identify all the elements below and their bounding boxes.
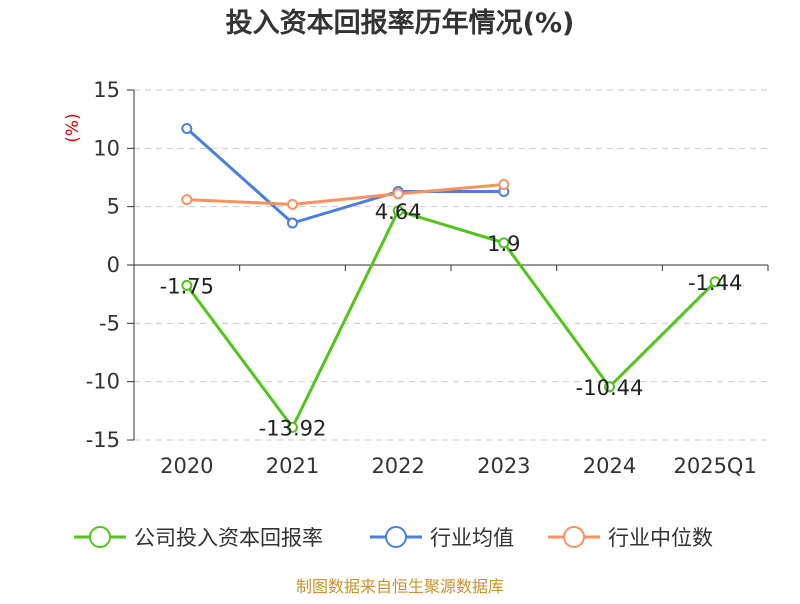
y-tick-label: 0 (107, 253, 120, 277)
x-tick-label: 2023 (477, 454, 530, 478)
data-point (287, 217, 298, 229)
data-point (181, 279, 193, 291)
source-note: 制图数据来自恒生聚源数据库 (296, 577, 504, 596)
data-label: -1.44 (688, 271, 742, 295)
data-point (287, 421, 298, 433)
data-point (181, 123, 193, 134)
data-label: 1.9 (487, 232, 520, 256)
y-tick-label: -5 (99, 311, 120, 335)
data-label: -1.75 (160, 274, 214, 298)
x-tick-label: 2022 (371, 454, 424, 478)
x-tick-label: 2024 (583, 454, 636, 478)
x-tick-label: 2025Q1 (673, 454, 756, 478)
y-axis-label: (%) (63, 113, 83, 142)
legend-label: 行业均值 (430, 526, 514, 550)
legend-label: 公司投入资本回报率 (134, 526, 323, 550)
legend-marker (563, 526, 585, 548)
data-point (709, 276, 721, 288)
y-tick-label: 10 (93, 136, 120, 160)
series-line-0 (185, 209, 717, 429)
data-point (287, 198, 298, 210)
y-tick-label: 15 (93, 78, 120, 102)
legend-label: 行业中位数 (608, 526, 713, 550)
data-point (498, 179, 510, 190)
series-line-2 (186, 183, 504, 206)
legend-marker (385, 526, 407, 548)
x-tick-label: 2021 (266, 454, 319, 478)
data-point (392, 205, 404, 217)
data-label: -13.92 (259, 416, 327, 440)
data-labels: -1.75 -13.92 4.64 1.9 -10.44 -1.44 (160, 200, 743, 441)
gridlines (134, 89, 768, 441)
axes: 15 10 5 0 -5 -10 -15 2020 2021 2022 2023 2024 2025Q1 (86, 78, 769, 478)
legend-marker (89, 526, 111, 548)
data-point (604, 381, 615, 393)
legend: 公司投入资本回报率 行业均值 行业中位数 (74, 526, 713, 550)
series-line-1 (185, 127, 504, 225)
data-label: 4.64 (375, 200, 422, 224)
chart-title: 投入资本回报率历年情况(%) (226, 7, 575, 39)
y-tick-label: -10 (86, 370, 120, 394)
data-point (498, 237, 510, 249)
series-layer (181, 123, 721, 433)
y-tick-label: 5 (107, 195, 120, 219)
data-label: -10.44 (576, 376, 644, 400)
x-tick-label: 2020 (160, 454, 213, 478)
y-tick-label: -15 (86, 428, 120, 452)
data-point (392, 188, 404, 200)
data-point (181, 194, 193, 206)
